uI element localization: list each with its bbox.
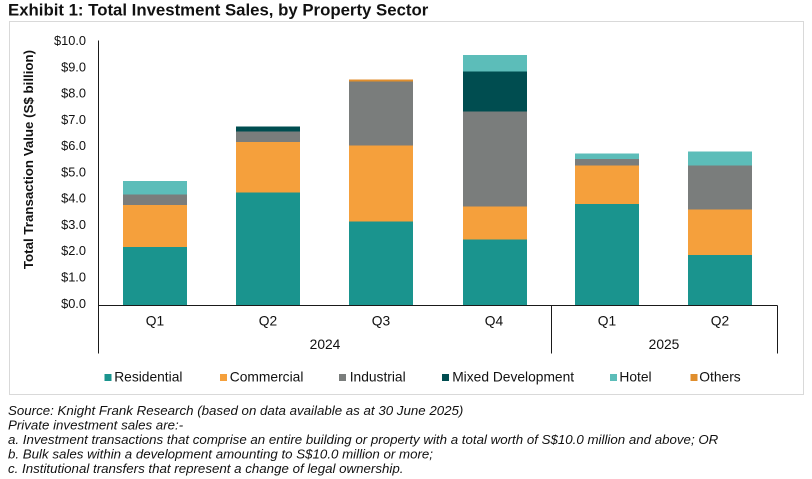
- svg-text:Source: Knight Frank Research: Source: Knight Frank Research (based on …: [8, 403, 463, 418]
- svg-text:Commercial: Commercial: [230, 370, 304, 385]
- svg-text:Exhibit 1: Total Investment Sa: Exhibit 1: Total Investment Sales, by Pr…: [8, 1, 429, 20]
- svg-text:Private investment sales are:-: Private investment sales are:-: [8, 418, 184, 433]
- svg-text:Mixed Development: Mixed Development: [452, 370, 574, 385]
- svg-text:Others: Others: [699, 370, 741, 385]
- svg-text:$9.0: $9.0: [61, 59, 86, 74]
- svg-text:Q3: Q3: [372, 314, 391, 329]
- svg-text:2024: 2024: [310, 337, 341, 352]
- svg-text:Q2: Q2: [711, 314, 729, 329]
- svg-text:$3.0: $3.0: [61, 217, 86, 232]
- svg-text:$8.0: $8.0: [61, 86, 86, 101]
- svg-text:$1.0: $1.0: [61, 270, 86, 285]
- svg-text:Q2: Q2: [259, 314, 277, 329]
- svg-text:c. Institutional transfers tha: c. Institutional transfers that represen…: [8, 461, 403, 476]
- svg-text:$10.0: $10.0: [54, 33, 86, 48]
- svg-text:Industrial: Industrial: [350, 370, 406, 385]
- svg-text:Total Transaction Value (S$ bi: Total Transaction Value (S$ billion): [21, 50, 36, 269]
- svg-text:$6.0: $6.0: [61, 138, 86, 153]
- svg-text:$5.0: $5.0: [61, 164, 86, 179]
- svg-text:$0.0: $0.0: [61, 296, 86, 311]
- svg-text:b. Bulk sales within a develop: b. Bulk sales within a development amoun…: [8, 447, 433, 462]
- svg-text:Q1: Q1: [146, 314, 164, 329]
- svg-text:2025: 2025: [649, 337, 680, 352]
- svg-text:Q1: Q1: [598, 314, 616, 329]
- svg-text:Residential: Residential: [114, 370, 182, 385]
- svg-text:$4.0: $4.0: [61, 191, 86, 206]
- svg-text:a. Investment transactions tha: a. Investment transactions that comprise…: [8, 432, 719, 447]
- svg-text:Q4: Q4: [485, 314, 504, 329]
- svg-text:Hotel: Hotel: [619, 370, 651, 385]
- svg-text:$2.0: $2.0: [61, 243, 86, 258]
- svg-text:$7.0: $7.0: [61, 112, 86, 127]
